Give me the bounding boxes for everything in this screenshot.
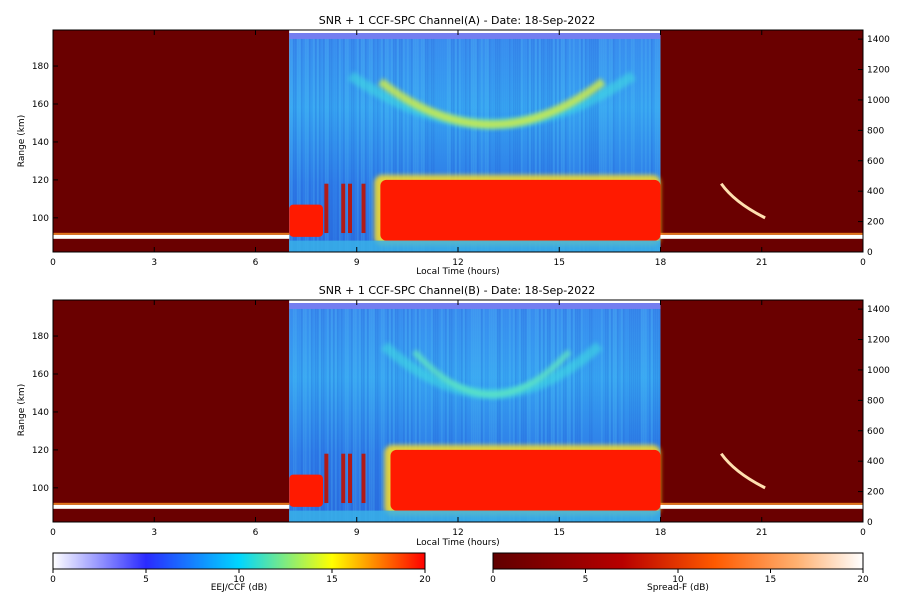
colorbar-eej-label: EEJ/CCF (dB)	[211, 583, 268, 593]
colorbar-spread-f: 0 5 10 15 20 Spread-F (dB)	[490, 552, 869, 593]
colorbar-spread-f-scale	[492, 552, 864, 570]
bottom-band	[289, 240, 661, 252]
spread-f-echo	[720, 452, 766, 490]
y2-tick-label: 1200	[867, 336, 890, 346]
y-axis-label: Range (km)	[17, 115, 27, 167]
top-band	[289, 300, 661, 303]
x-tick-label: 12	[452, 258, 463, 268]
x-tick-label: 12	[452, 528, 463, 538]
night-echo-line-morning	[53, 504, 290, 509]
y-tick-label: 100	[32, 214, 49, 224]
colorbar-tick-label: 0	[490, 575, 496, 585]
x-axis-label: Local Time (hours)	[416, 538, 499, 548]
colorbar-tick-label: 0	[50, 575, 56, 585]
x-tick-label: 15	[554, 258, 565, 268]
night-region-evening	[660, 30, 863, 252]
colorbar-tick-label: 20	[419, 575, 431, 585]
x-tick-label: 9	[354, 528, 360, 538]
top-band	[289, 30, 661, 33]
echo-arc-inner	[412, 349, 572, 398]
bottom-band	[289, 510, 661, 522]
colorbar-eej: 0 5 10 15 20 EEJ/CCF (dB)	[50, 552, 431, 593]
colorbar-eej-scale	[52, 552, 426, 570]
y2-tick-label: 1000	[867, 366, 890, 376]
y2-tick-label: 600	[867, 427, 884, 437]
night-region-morning	[53, 300, 290, 522]
night-echo-line-evening	[660, 504, 863, 509]
night-echo-line-morning	[53, 234, 290, 239]
x-tick-label: 0	[50, 258, 56, 268]
y-tick-label: 180	[32, 62, 49, 72]
echo-spike	[348, 453, 352, 504]
y2-tick-label: 1200	[867, 66, 890, 76]
y2-tick-label: 400	[867, 187, 884, 197]
colorbar-spread-f-label: Spread-F (dB)	[647, 583, 709, 593]
colorbar-tick-label: 10	[672, 575, 684, 585]
echo-spike	[341, 183, 346, 234]
night-echo-line-evening	[660, 234, 863, 239]
y2-tick-label: 1000	[867, 96, 890, 106]
echo-spike	[324, 453, 329, 504]
echo-spike	[324, 183, 329, 234]
colorbar-tick-label: 15	[326, 575, 337, 585]
day-texture	[289, 38, 661, 252]
colorbar-tick-label: 5	[143, 575, 149, 585]
echo-spike	[361, 453, 366, 504]
y2-tick-label: 1400	[867, 35, 890, 45]
y2-tick-label: 200	[867, 218, 884, 228]
x-tick-label: 21	[756, 528, 767, 538]
panel-channel-a: SNR + 1 CCF-SPC Channel(A) - Date: 18-Se…	[17, 14, 890, 277]
x-tick-label: 0	[50, 528, 56, 538]
y2-tick-label: 200	[867, 488, 884, 498]
y2-tick-label: 400	[867, 457, 884, 467]
echo-spike	[341, 453, 346, 504]
spread-f-echo	[720, 182, 766, 220]
colorbar-tick-label: 15	[765, 575, 776, 585]
chart-title: SNR + 1 CCF-SPC Channel(A) - Date: 18-Se…	[319, 14, 595, 27]
y-axis-label: Range (km)	[17, 384, 27, 436]
panel-channel-b: SNR + 1 CCF-SPC Channel(B) - Date: 18-Se…	[17, 284, 890, 548]
y2-tick-label: 600	[867, 157, 884, 167]
colorbar-tick-label: 20	[857, 575, 869, 585]
x-tick-label: 6	[253, 258, 259, 268]
x-tick-label: 3	[151, 528, 157, 538]
x-tick-label: 21	[756, 258, 767, 268]
x-tick-label: 0	[860, 528, 866, 538]
eej-red-block	[380, 179, 661, 241]
y2-tick-label: 800	[867, 396, 884, 406]
x-tick-label: 0	[860, 258, 866, 268]
colorbar-tick-label: 5	[583, 575, 589, 585]
echo-spike	[361, 183, 366, 234]
night-region-evening	[660, 300, 863, 522]
y-tick-label: 140	[32, 408, 49, 418]
x-axis-label: Local Time (hours)	[416, 267, 499, 277]
y2-tick-label: 800	[867, 126, 884, 136]
y-tick-label: 120	[32, 446, 49, 456]
y2-tick-label: 0	[867, 518, 873, 528]
echo-arc-inner	[378, 78, 606, 129]
y-tick-label: 100	[32, 484, 49, 494]
x-tick-label: 18	[655, 258, 667, 268]
x-tick-label: 9	[354, 258, 360, 268]
y-tick-label: 140	[32, 138, 49, 148]
x-tick-label: 18	[655, 528, 667, 538]
y-tick-label: 120	[32, 176, 49, 186]
x-tick-label: 15	[554, 528, 565, 538]
y2-tick-label: 1400	[867, 305, 890, 315]
morning-eej-patch	[289, 474, 323, 507]
night-region-morning	[53, 30, 290, 252]
day-texture	[289, 308, 661, 522]
x-tick-label: 6	[253, 528, 259, 538]
y-tick-label: 180	[32, 332, 49, 342]
echo-spike	[348, 183, 352, 234]
y-tick-label: 160	[32, 370, 49, 380]
y2-tick-label: 0	[867, 248, 873, 258]
x-tick-label: 3	[151, 258, 157, 268]
morning-eej-patch	[289, 204, 323, 237]
chart-title: SNR + 1 CCF-SPC Channel(B) - Date: 18-Se…	[319, 284, 595, 297]
colorbar-tick-label: 10	[233, 575, 245, 585]
eej-red-block	[390, 449, 661, 511]
y-tick-label: 160	[32, 100, 49, 110]
